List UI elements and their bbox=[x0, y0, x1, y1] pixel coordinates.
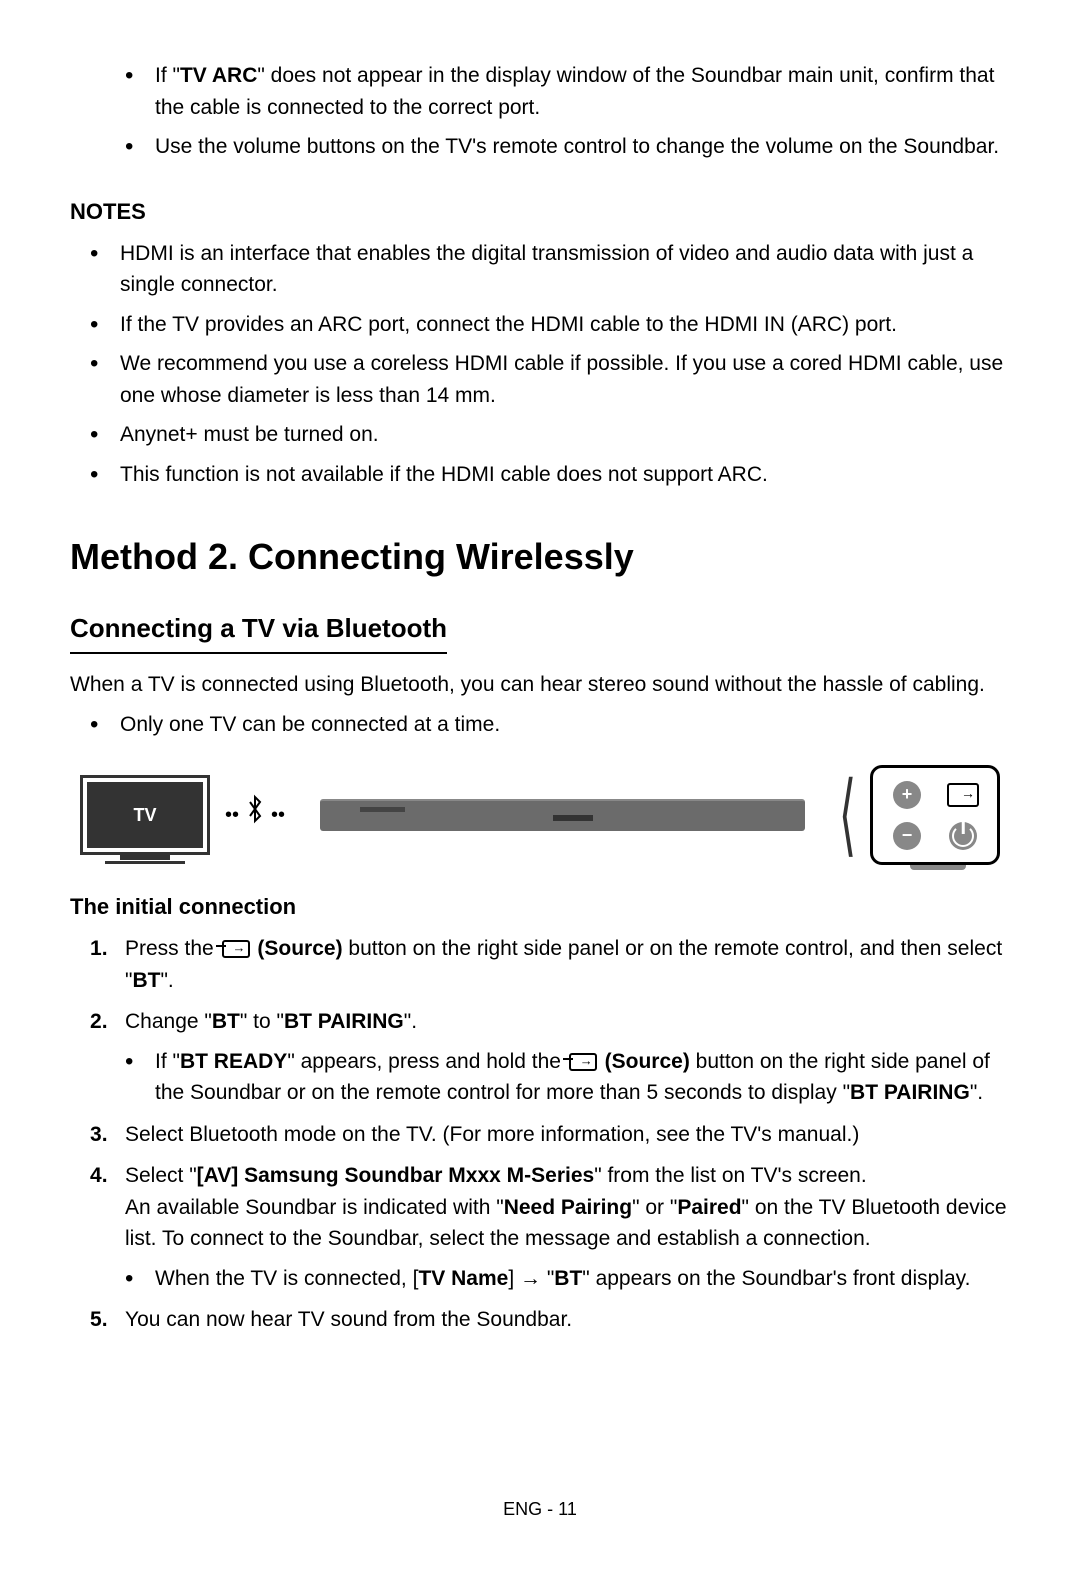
step-item: You can now hear TV sound from the Sound… bbox=[90, 1304, 1010, 1336]
text-bold: Paired bbox=[677, 1196, 741, 1219]
text-fragment: " to " bbox=[240, 1010, 284, 1033]
text-fragment: Press the bbox=[125, 937, 220, 960]
text-bold: BT bbox=[212, 1010, 240, 1033]
bracket-icon: ⟨ bbox=[839, 793, 857, 838]
notes-item: If the TV provides an ARC port, connect … bbox=[90, 309, 1010, 341]
text-fragment: ". bbox=[970, 1081, 983, 1104]
text-fragment: " appears, press and hold the bbox=[287, 1050, 566, 1073]
text-fragment: Change " bbox=[125, 1010, 212, 1033]
source-icon bbox=[222, 940, 250, 958]
page-footer: ENG - 11 bbox=[70, 1496, 1010, 1523]
step-item: Select "[AV] Samsung Soundbar Mxxx M-Ser… bbox=[90, 1160, 1010, 1294]
tv-icon: TV bbox=[80, 775, 210, 855]
text-bold: BT PAIRING bbox=[850, 1081, 970, 1104]
bluetooth-diagram: TV •• •• ⟨ + − bbox=[70, 765, 1010, 865]
notes-item: HDMI is an interface that enables the di… bbox=[90, 238, 1010, 301]
top-bullet-item: If "TV ARC" does not appear in the displ… bbox=[125, 60, 1010, 123]
notes-item: This function is not available if the HD… bbox=[90, 459, 1010, 491]
text-bold: Need Pairing bbox=[504, 1196, 632, 1219]
method2-bullet-list: Only one TV can be connected at a time. bbox=[70, 709, 1010, 741]
notes-item: Anynet+ must be turned on. bbox=[90, 419, 1010, 451]
text-bold: BT bbox=[132, 969, 160, 992]
dots-left: •• bbox=[225, 800, 239, 830]
step-item: Select Bluetooth mode on the TV. (For mo… bbox=[90, 1119, 1010, 1151]
text-fragment: " from the list on TV's screen. bbox=[594, 1164, 867, 1187]
sub-bullet-list: If "BT READY" appears, press and hold th… bbox=[125, 1046, 1010, 1109]
tv-stand-icon bbox=[120, 854, 170, 860]
text-bold: BT READY bbox=[180, 1050, 287, 1073]
dots-right: •• bbox=[271, 800, 285, 830]
text-fragment: ] → " bbox=[508, 1267, 554, 1290]
text-fragment: If " bbox=[155, 64, 180, 87]
bluetooth-connection-icon: •• •• bbox=[225, 794, 285, 836]
text-fragment: Select " bbox=[125, 1164, 197, 1187]
text-fragment: An available Soundbar is indicated with … bbox=[125, 1196, 504, 1219]
source-button-icon bbox=[939, 778, 987, 811]
text-bold: BT bbox=[554, 1267, 582, 1290]
text-fragment: " appears on the Soundbar's front displa… bbox=[582, 1267, 970, 1290]
text-fragment: When the TV is connected, [ bbox=[155, 1267, 418, 1290]
text-bold: TV ARC bbox=[180, 64, 257, 87]
text-bold: (Source) bbox=[599, 1050, 690, 1073]
sub-bullet-item: When the TV is connected, [TV Name] → "B… bbox=[125, 1263, 1010, 1295]
bluetooth-icon bbox=[245, 794, 265, 836]
initial-steps-list: Press the (Source) button on the right s… bbox=[70, 933, 1010, 1336]
notes-item: We recommend you use a coreless HDMI cab… bbox=[90, 348, 1010, 411]
control-panel-icon: + − bbox=[870, 765, 1000, 865]
initial-connection-heading: The initial connection bbox=[70, 890, 1010, 923]
power-button-icon bbox=[939, 819, 987, 852]
method2-intro: When a TV is connected using Bluetooth, … bbox=[70, 669, 1010, 701]
step-item: Change "BT" to "BT PAIRING". If "BT READ… bbox=[90, 1006, 1010, 1109]
sub-bullet-item: If "BT READY" appears, press and hold th… bbox=[125, 1046, 1010, 1109]
text-bold: BT PAIRING bbox=[284, 1010, 404, 1033]
top-bullet-item: Use the volume buttons on the TV's remot… bbox=[125, 131, 1010, 163]
tv-label: TV bbox=[83, 778, 207, 852]
text-bold: (Source) bbox=[252, 937, 343, 960]
text-bold: TV Name bbox=[418, 1267, 508, 1290]
source-icon bbox=[569, 1053, 597, 1071]
notes-heading: NOTES bbox=[70, 195, 1010, 228]
volume-down-icon: − bbox=[883, 819, 931, 852]
soundbar-icon bbox=[320, 799, 805, 831]
notes-list: HDMI is an interface that enables the di… bbox=[70, 238, 1010, 491]
sub-bullet-list: When the TV is connected, [TV Name] → "B… bbox=[125, 1263, 1010, 1295]
text-fragment: ". bbox=[160, 969, 173, 992]
method2-subtitle: Connecting a TV via Bluetooth bbox=[70, 609, 447, 654]
step-item: Press the (Source) button on the right s… bbox=[90, 933, 1010, 996]
text-fragment: " or " bbox=[632, 1196, 677, 1219]
text-fragment: If " bbox=[155, 1050, 180, 1073]
top-bullet-list: If "TV ARC" does not appear in the displ… bbox=[70, 60, 1010, 163]
method2-bullet-item: Only one TV can be connected at a time. bbox=[90, 709, 1010, 741]
text-fragment: " does not appear in the display window … bbox=[155, 64, 994, 119]
text-fragment: ". bbox=[404, 1010, 417, 1033]
method2-title: Method 2. Connecting Wirelessly bbox=[70, 530, 1010, 584]
text-bold: [AV] Samsung Soundbar Mxxx M-Series bbox=[197, 1164, 595, 1187]
volume-up-icon: + bbox=[883, 778, 931, 811]
